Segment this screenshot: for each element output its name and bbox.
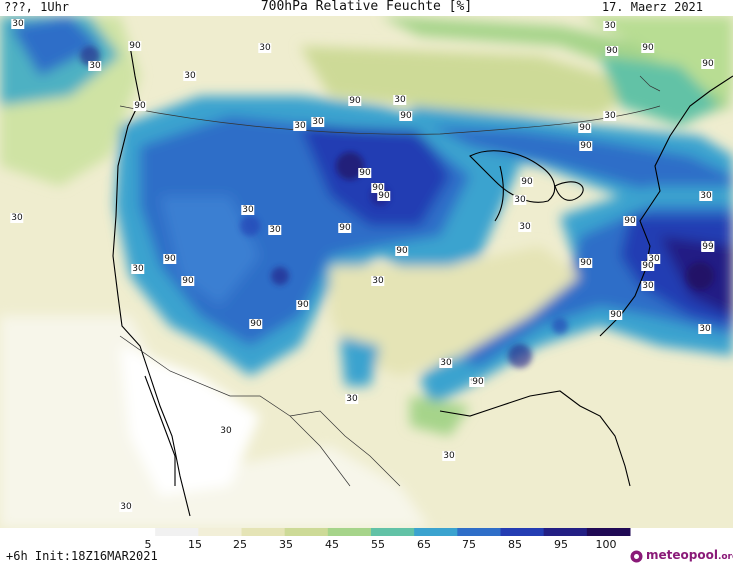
contour-label: 30 [603, 111, 617, 121]
contour-label: 90 [371, 183, 385, 193]
contour-label: 30 [183, 71, 197, 81]
humidity-field-svg [0, 16, 733, 528]
map-title: 700hPa Relative Feuchte [%] [260, 0, 473, 14]
contour-label: 30 [699, 191, 713, 201]
contour-label: 90 [348, 96, 362, 106]
colorbar-tick-label: 65 [417, 538, 431, 551]
contour-label: 90 [181, 276, 195, 286]
colorbar-tick-label: 95 [554, 538, 568, 551]
contour-label: 90 [377, 191, 391, 201]
contour-label: 30 [393, 95, 407, 105]
humidity-shading [0, 16, 733, 528]
colorbar-tick-label: 55 [371, 538, 385, 551]
contour-label: 90 [579, 141, 593, 151]
colorbar-swatch [327, 528, 372, 536]
contour-label: 90 [133, 101, 147, 111]
colorbar-tick-label: 5 [144, 538, 152, 551]
contour-label: 30 [311, 117, 325, 127]
contour-label: 90 [296, 300, 310, 310]
contour-label: 90 [623, 216, 637, 226]
humidity-map: 30 90 90 30 30 90 30 30 90 90 90 30 30 90 90 90 30 30 90 90… [0, 16, 733, 528]
contour-label: 30 [10, 213, 24, 223]
contour-label: 30 [11, 19, 25, 29]
colorbar-swatch [241, 528, 286, 536]
contour-label: 99 [701, 242, 715, 252]
valid-date-label: 17. Maerz 2021 [601, 0, 703, 14]
contour-label: 30 [258, 43, 272, 53]
brand-logo[interactable]: meteopool.org [630, 548, 733, 564]
colorbar-tick-label: 100 [595, 538, 617, 551]
colorbar-tick-label: 85 [508, 538, 522, 551]
footer-bar: 5 15 25 35 45 55 65 75 85 95 100 +6h Init:18Z16MAR… [0, 528, 733, 566]
contour-label: 90 [163, 254, 177, 264]
contour-label: 90 [399, 111, 413, 121]
contour-label: 30 [518, 222, 532, 232]
contour-label: 30 [219, 426, 233, 436]
colorbar-swatch [543, 528, 588, 536]
contour-label: 30 [268, 225, 282, 235]
contour-label: 90 [520, 177, 534, 187]
colorbar-swatch [414, 528, 458, 536]
header-bar: ???, 1Uhr 700hPa Relative Feuchte [%] 17… [0, 0, 733, 16]
contour-label: 90 [641, 43, 655, 53]
contour-label: 30 [641, 281, 655, 291]
contour-label: 90 [605, 46, 619, 56]
contour-label: 30 [647, 254, 661, 264]
contour-label: 90 [609, 310, 623, 320]
colorbar-tick-label: 45 [325, 538, 339, 551]
contour-label: 90 [471, 377, 485, 387]
contour-label: 30 [345, 394, 359, 404]
valid-time-label: ???, 1Uhr [4, 0, 70, 14]
colorbar-swatch [500, 528, 545, 536]
colorbar [112, 528, 631, 536]
contour-label: 90 [578, 123, 592, 133]
contour-label: 30 [371, 276, 385, 286]
colorbar-swatch [112, 528, 156, 536]
colorbar-swatch [284, 528, 329, 536]
contour-label: 90 [338, 223, 352, 233]
colorbar-tick-label: 15 [188, 538, 202, 551]
contour-label: 30 [241, 205, 255, 215]
contour-label: 90 [579, 258, 593, 268]
contour-label: 90 [128, 41, 142, 51]
state-borders [119, 75, 661, 487]
contour-label: 90 [641, 261, 655, 271]
brand-name: meteopool [646, 548, 718, 562]
colorbar-swatch [457, 528, 501, 536]
run-info: +6h Init:18Z16MAR2021 [6, 549, 158, 563]
colorbar-swatch [371, 528, 415, 536]
brand-suffix: .org [717, 552, 733, 562]
colorbar-swatch [155, 528, 199, 536]
contour-label: 30 [442, 451, 456, 461]
contour-label: 30 [439, 358, 453, 368]
contour-label: 90 [249, 319, 263, 329]
contour-label: 30 [698, 324, 712, 334]
contour-label: 30 [119, 502, 133, 512]
colorbar-tick-label: 25 [233, 538, 247, 551]
colorbar-swatch [586, 528, 631, 536]
contour-label: 90 [358, 168, 372, 178]
contour-label: 90 [701, 59, 715, 69]
contour-label: 30 [88, 61, 102, 71]
contour-label: 30 [603, 21, 617, 31]
contour-label: 30 [131, 264, 145, 274]
colorbar-swatch [198, 528, 242, 536]
colorbar-tick-label: 35 [279, 538, 293, 551]
meteopool-icon [630, 550, 643, 563]
contour-label: 30 [513, 195, 527, 205]
contour-label: 90 [395, 246, 409, 256]
contour-label: 30 [293, 121, 307, 131]
colorbar-tick-label: 75 [462, 538, 476, 551]
